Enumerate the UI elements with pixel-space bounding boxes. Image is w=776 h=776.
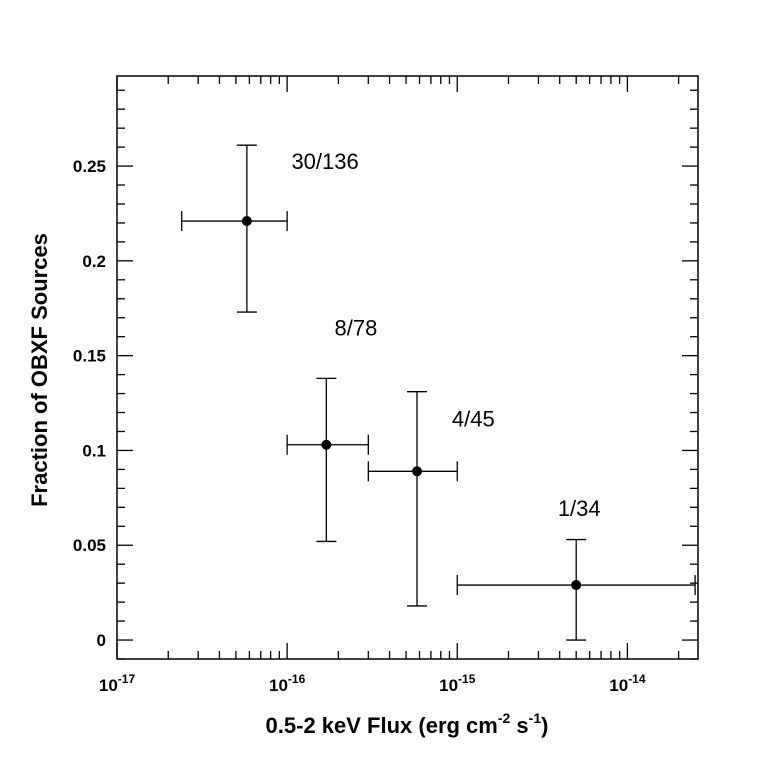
plot-frame [116,75,699,660]
y-tick-label: 0.05 [73,536,106,555]
y-axis-title: Fraction of OBXF Sources [27,233,52,507]
x-tick-label-base: 10 [609,676,628,695]
x-tick-label-base: 10 [99,676,118,695]
x-axis-title: 0.5-2 keV Flux (erg cm-2 s-1) [266,710,549,738]
x-tick-label-exponent: -16 [288,672,306,686]
x-tick-label-base: 10 [269,676,288,695]
x-tick-label-exponent: -17 [118,672,136,686]
data-point-marker [412,466,423,477]
x-axis-title-end: ) [541,713,548,738]
x-tick-labels: 10-17 10-16 10-15 10-14 [99,672,646,695]
x-axis-title-sup2: -1 [529,710,542,726]
data-point-marker [321,439,332,450]
x-tick-label: 10-15 [439,672,476,695]
y-tick-label: 0.2 [82,252,106,271]
data-point-marker [571,580,582,591]
data-point-group [286,377,369,543]
x-tick-label: 10-16 [269,672,306,695]
x-axis-title-mid: s [510,713,528,738]
point-count-label: 8/78 [335,316,378,341]
y-tick-labels: 0 0.05 0.1 0.15 0.2 0.25 [73,157,106,650]
x-tick-label-exponent: -14 [628,672,646,686]
axis-ticks [116,76,698,660]
y-tick-label: 0.15 [73,347,106,366]
data-points [181,144,696,641]
point-count-label: 30/136 [291,149,358,174]
point-count-label: 4/45 [452,407,495,432]
data-point-marker [241,216,252,227]
data-point-group [181,144,288,313]
x-axis-title-sup1: -2 [498,710,511,726]
y-tick-label: 0.25 [73,157,106,176]
y-tick-label: 0 [97,631,106,650]
data-point-group [456,538,696,641]
point-annotations: 30/136 8/78 4/45 1/34 [291,149,600,521]
x-axis-title-main: 0.5-2 keV Flux (erg cm [266,713,498,738]
data-point-group [367,391,458,607]
x-tick-label-base: 10 [439,676,458,695]
x-tick-label: 10-14 [609,672,646,695]
x-tick-label: 10-17 [99,672,136,695]
point-count-label: 1/34 [558,496,601,521]
x-tick-label-exponent: -15 [458,672,476,686]
y-tick-label: 0.1 [82,441,106,460]
